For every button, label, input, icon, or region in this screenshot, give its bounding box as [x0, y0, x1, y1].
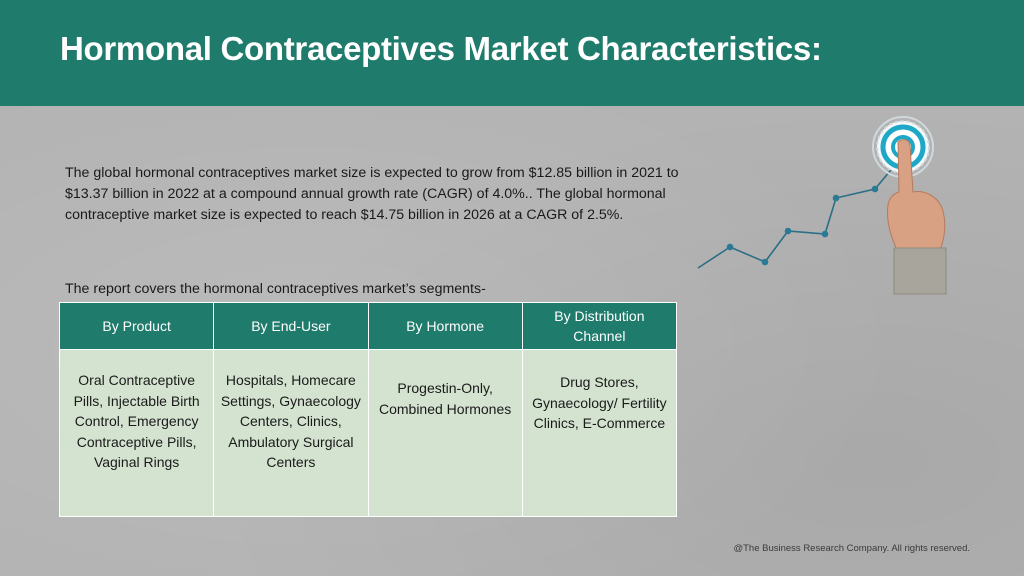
- cell-product: Oral Contraceptive Pills, Injectable Bir…: [58, 349, 215, 517]
- intro-paragraph: The global hormonal contraceptives marke…: [65, 165, 679, 223]
- growth-graphic: [697, 116, 947, 295]
- title-bar: Hormonal Contraceptives Market Character…: [0, 0, 1024, 106]
- header-by-end-user: By End-User: [213, 302, 369, 350]
- cell-end-user: Hospitals, Homecare Settings, Gynaecolog…: [213, 349, 369, 517]
- page-title: Hormonal Contraceptives Market Character…: [60, 30, 822, 67]
- trend-line-icon: [697, 164, 896, 269]
- intro-text: The global hormonal contraceptives marke…: [65, 163, 680, 226]
- table-header-row: By Product By End-User By Hormone By Dis…: [58, 302, 678, 350]
- copyright-footer: @The Business Research Company. All righ…: [733, 543, 970, 554]
- cell-hormone: Progestin-Only, Combined Hormones: [367, 349, 523, 517]
- cell-distribution-channel: Drug Stores, Gynaecology/ Fertility Clin…: [521, 349, 678, 517]
- header-by-hormone: By Hormone: [367, 302, 523, 350]
- header-by-product: By Product: [58, 302, 215, 350]
- segments-intro: The report covers the hormonal contracep…: [65, 281, 486, 297]
- header-by-distribution-channel: By Distribution Channel: [521, 302, 678, 350]
- segments-table: By Product By End-User By Hormone By Dis…: [58, 302, 678, 517]
- pointing-hand-icon: [887, 139, 947, 295]
- table-row: Oral Contraceptive Pills, Injectable Bir…: [58, 349, 678, 517]
